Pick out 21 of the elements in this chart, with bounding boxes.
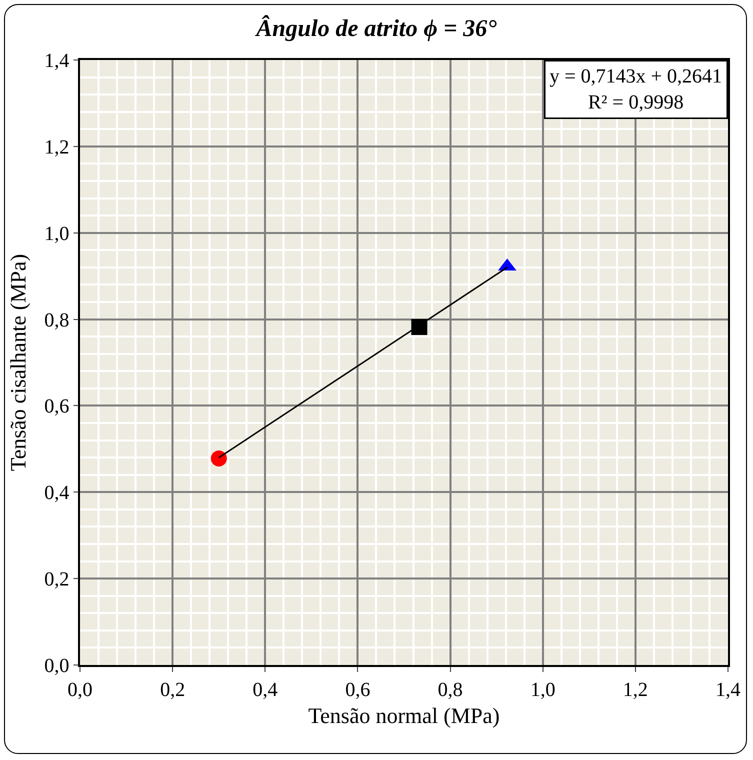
chart-title: Ângulo de atrito ϕ = 36° bbox=[254, 14, 498, 42]
y-tick-label: 1,0 bbox=[44, 222, 70, 245]
annotation: y = 0,7143x + 0,2641 R² = 0,9998 bbox=[550, 66, 722, 114]
x-tick-label: 0,4 bbox=[252, 678, 278, 701]
point bbox=[210, 450, 227, 466]
x-tick-label: 1,2 bbox=[622, 678, 648, 701]
y-tick-label: 0,4 bbox=[44, 482, 70, 504]
x-tick-label: 1,4 bbox=[716, 678, 740, 701]
y-tick-label: 0,8 bbox=[44, 309, 70, 332]
y-axis-title: Tensão cisalhante (MPa) bbox=[6, 254, 30, 472]
x-tick-label: 0,6 bbox=[345, 678, 370, 701]
x-tick-label: 1,0 bbox=[530, 678, 556, 701]
x-axis-title: Tensão normal (MPa) bbox=[308, 703, 500, 728]
x-tick-label: 0,8 bbox=[438, 678, 463, 701]
y-tick-label: 0,6 bbox=[44, 396, 70, 418]
x-tick-label: 0,0 bbox=[68, 678, 92, 701]
y-tick-label: 1,2 bbox=[44, 136, 70, 158]
y-tick-label: 0,2 bbox=[44, 568, 70, 591]
y-tick-label: 0,0 bbox=[44, 655, 70, 677]
x-tick-label: 0,2 bbox=[160, 678, 186, 701]
y-tick-label: 1,4 bbox=[44, 50, 70, 72]
